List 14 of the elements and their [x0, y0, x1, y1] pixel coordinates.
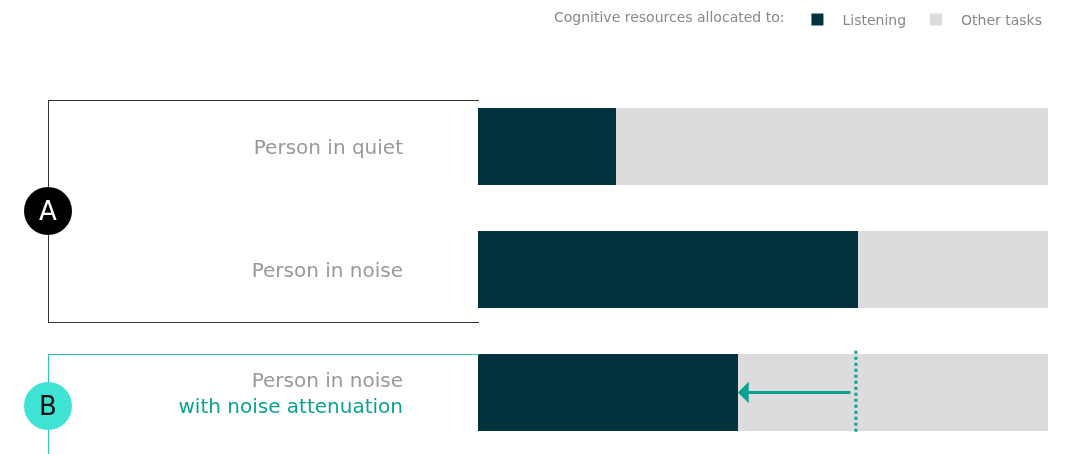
legend-label: Other tasks: [961, 11, 1043, 28]
y-tick-label: Person in noise with noise attenuation: [178, 367, 403, 418]
bar: [858, 230, 1048, 309]
y-tick-label: Person in quiet: [253, 134, 404, 159]
y-tick-label: Person in noise: [251, 257, 403, 282]
text: B: [24, 382, 72, 430]
legend-label: Listening: [842, 11, 907, 28]
legend-title: Cognitive resources allocated to:: [554, 9, 785, 26]
bar: [737, 353, 1048, 432]
bar: [478, 107, 616, 186]
bar: [615, 107, 1048, 186]
bar: [478, 230, 859, 309]
text: A: [24, 187, 72, 235]
bar: [478, 353, 738, 432]
